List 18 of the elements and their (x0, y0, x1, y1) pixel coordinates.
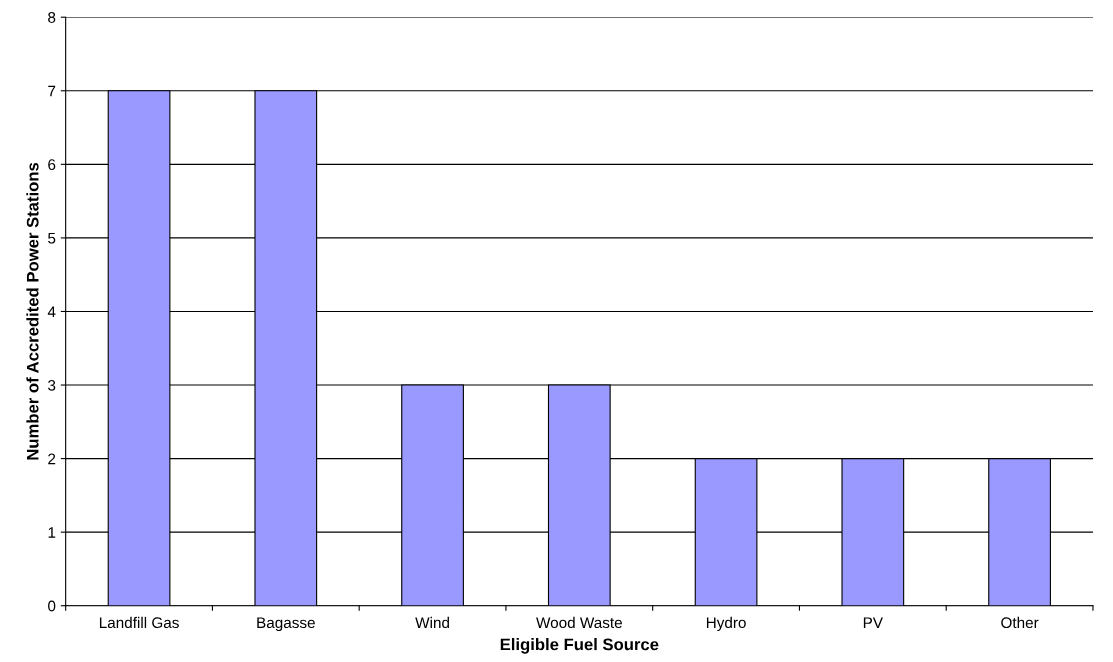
y-tick-label: 2 (48, 453, 56, 465)
x-tick-label: Wind (415, 616, 449, 629)
y-axis-title: Number of Accredited Power Stations (26, 162, 39, 460)
y-tick-label: 5 (48, 232, 56, 244)
x-axis-title: Eligible Fuel Source (500, 638, 659, 654)
y-tick-label: 3 (48, 379, 56, 391)
x-tick-label: Wood Waste (536, 616, 622, 629)
x-tick-label: Landfill Gas (99, 616, 179, 629)
y-tick-label: 0 (48, 600, 56, 612)
x-tick-label: Bagasse (257, 617, 315, 632)
y-tick-label: 4 (47, 306, 56, 318)
x-tick-label: Hydro (706, 616, 746, 632)
y-tick-label: 8 (48, 12, 56, 23)
y-tick-label: 6 (48, 159, 56, 171)
y-tick-label: 1 (48, 527, 56, 538)
y-tick-label: 7 (48, 85, 56, 97)
x-tick-label: PV (863, 617, 883, 628)
x-tick-label: Other (1001, 616, 1039, 629)
